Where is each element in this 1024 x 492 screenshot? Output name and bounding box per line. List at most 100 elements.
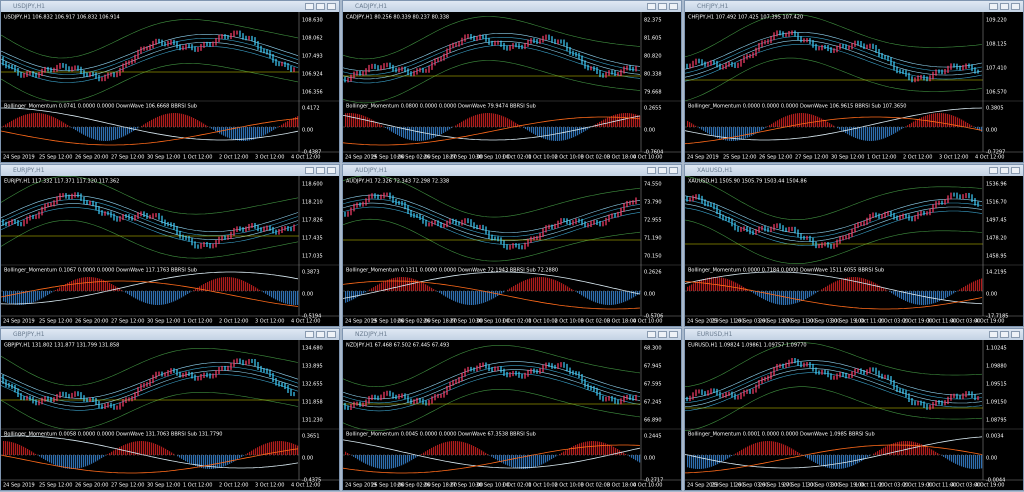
histogram-bar [861,277,863,291]
histogram-bar [105,127,107,141]
chart: EURUSD,H1 1.09824 1.09861 1.09757 1.0977… [685,340,1023,490]
histogram-bar [493,455,495,458]
close-button[interactable] [327,331,336,338]
histogram-bar [205,455,207,469]
date-label: 25 Sep 11:00 [711,319,744,325]
histogram-bar [185,291,187,296]
histogram-bar [291,118,293,127]
indicator-label: Bollinger_Momentum 0.0058 0.0000 0.0000 … [4,432,222,438]
histogram-bar [79,278,81,291]
histogram-bar [463,442,465,455]
date-label: 2 Oct 10:00 [554,319,583,325]
histogram-bar [621,291,623,303]
histogram-bar [295,291,297,305]
histogram-bar [89,127,91,138]
histogram-bar [919,118,921,127]
histogram-bar [853,127,855,138]
minimize-button[interactable] [305,3,314,10]
histogram-bar [15,118,17,127]
maximize-button[interactable] [316,167,325,174]
histogram-bar [161,291,163,305]
date-label: 27 Sep 12:00 [111,155,144,161]
close-button[interactable] [1011,331,1020,338]
maximize-button[interactable] [1000,167,1009,174]
histogram-bar [275,441,277,455]
histogram-bar [137,127,139,129]
histogram-bar [639,115,641,127]
histogram-bar [485,113,487,127]
histogram-bar [907,441,909,455]
histogram-bar [539,277,541,291]
bollinger-band [343,16,641,60]
histogram-bar [227,127,229,138]
close-button[interactable] [327,3,336,10]
histogram-bar [699,280,701,291]
histogram-bar [805,291,807,300]
minimize-button[interactable] [647,331,656,338]
histogram-bar [59,120,61,127]
histogram-bar [433,127,435,138]
histogram-bar [951,115,953,127]
price-tick-label: 80.338 [644,72,662,78]
histogram-bar [737,127,739,141]
histogram-bar [963,287,965,291]
histogram-bar [869,280,871,291]
histogram-bar [127,443,129,455]
histogram-bar [209,455,211,469]
histogram-bar [879,449,881,455]
histogram-bar [535,455,537,467]
histogram-bar [411,127,413,141]
histogram-bar [479,291,481,304]
maximize-button[interactable] [658,167,667,174]
histogram-bar [147,441,149,455]
close-button[interactable] [1011,167,1020,174]
histogram-bar [703,278,705,291]
histogram-bar [85,455,87,467]
minimize-button[interactable] [989,167,998,174]
close-button[interactable] [669,3,678,10]
date-label: 26 Sep 20:00 [75,319,108,325]
close-button[interactable] [669,331,678,338]
close-button[interactable] [327,167,336,174]
histogram-bar [233,455,235,462]
minimize-button[interactable] [989,3,998,10]
histogram-bar [899,441,901,455]
close-button[interactable] [669,167,678,174]
histogram-bar [799,113,801,127]
maximize-button[interactable] [316,3,325,10]
minimize-button[interactable] [989,331,998,338]
minimize-button[interactable] [305,331,314,338]
histogram-bar [701,127,703,130]
histogram-bar [699,455,701,469]
close-button[interactable] [1011,3,1020,10]
title-bar: USDJPY,H1 [1,1,339,12]
date-label: 2 Oct 10:00 [554,483,583,489]
histogram-bar [749,127,751,137]
histogram-bar [101,127,103,141]
maximize-button[interactable] [1000,3,1009,10]
histogram-bar [435,127,437,138]
histogram-bar [807,113,809,127]
minimize-button[interactable] [305,167,314,174]
histogram-bar [235,127,237,141]
histogram-bar [901,441,903,455]
price-tick-label: 72.955 [644,218,662,224]
histogram-bar [13,291,15,305]
price-tick-label: 82.375 [644,18,662,24]
minimize-button[interactable] [647,167,656,174]
maximize-button[interactable] [658,3,667,10]
histogram-bar [977,279,979,291]
date-label: 2 Oct 12:00 [903,155,932,161]
histogram-bar [727,455,729,459]
histogram-bar [247,453,249,455]
maximize-button[interactable] [658,331,667,338]
histogram-bar [203,123,205,127]
minimize-button[interactable] [647,3,656,10]
histogram-bar [797,113,799,127]
maximize-button[interactable] [1000,331,1009,338]
date-label: 4 Oct 12:00 [291,319,320,325]
histogram-bar [287,291,289,305]
histogram-bar [413,127,415,141]
maximize-button[interactable] [316,331,325,338]
histogram-bar [911,122,913,127]
